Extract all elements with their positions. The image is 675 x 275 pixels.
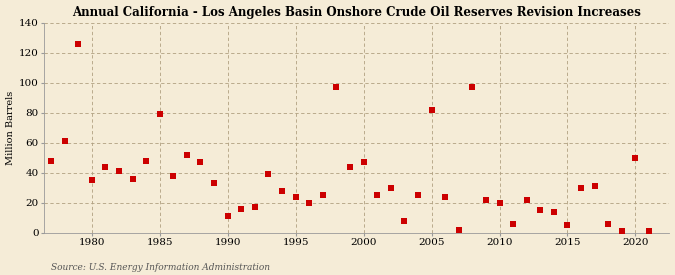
Point xyxy=(494,201,505,205)
Point xyxy=(277,189,288,193)
Point xyxy=(155,112,165,116)
Point xyxy=(467,85,478,89)
Point xyxy=(100,164,111,169)
Point xyxy=(616,229,627,233)
Point xyxy=(549,210,560,214)
Title: Annual California - Los Angeles Basin Onshore Crude Oil Reserves Revision Increa: Annual California - Los Angeles Basin On… xyxy=(72,6,641,18)
Point xyxy=(385,186,396,190)
Point xyxy=(481,198,491,202)
Point xyxy=(45,159,56,163)
Point xyxy=(113,169,124,174)
Point xyxy=(399,219,410,223)
Point xyxy=(59,139,70,144)
Point xyxy=(426,108,437,112)
Point xyxy=(331,85,342,89)
Point xyxy=(222,214,233,219)
Point xyxy=(345,164,356,169)
Point xyxy=(521,198,532,202)
Point xyxy=(576,186,587,190)
Point xyxy=(250,205,261,210)
Point xyxy=(454,228,464,232)
Point xyxy=(140,159,151,163)
Point xyxy=(209,181,219,186)
Point xyxy=(630,156,641,160)
Point xyxy=(263,172,274,177)
Point xyxy=(535,208,545,213)
Point xyxy=(589,184,600,188)
Point xyxy=(603,222,614,226)
Point xyxy=(290,195,301,199)
Point xyxy=(317,193,328,197)
Point xyxy=(195,160,206,164)
Y-axis label: Million Barrels: Million Barrels xyxy=(5,90,15,165)
Point xyxy=(372,193,383,197)
Point xyxy=(304,201,315,205)
Point xyxy=(168,174,179,178)
Point xyxy=(439,195,450,199)
Point xyxy=(508,222,518,226)
Point xyxy=(127,177,138,181)
Point xyxy=(644,229,655,233)
Text: Source: U.S. Energy Information Administration: Source: U.S. Energy Information Administ… xyxy=(51,263,269,272)
Point xyxy=(358,160,369,164)
Point xyxy=(86,178,97,183)
Point xyxy=(73,41,84,46)
Point xyxy=(182,153,192,157)
Point xyxy=(562,223,573,228)
Point xyxy=(236,207,246,211)
Point xyxy=(412,193,423,197)
